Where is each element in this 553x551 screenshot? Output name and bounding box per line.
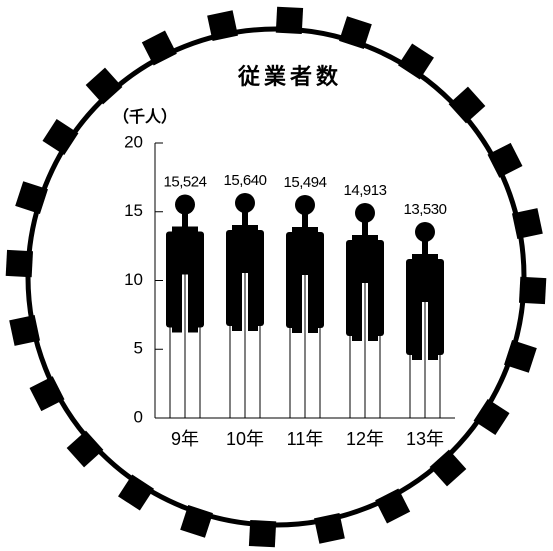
person-head [355, 202, 375, 223]
gear-tooth [118, 474, 155, 511]
value-label: 14,913 [344, 182, 387, 199]
gear-tooth [42, 119, 79, 156]
gear-tooth [141, 30, 177, 66]
gear-tooth [339, 16, 372, 49]
person-neck [302, 212, 308, 229]
value-label: 13,530 [404, 201, 447, 218]
gear-tooth [85, 67, 123, 105]
gear-tooth [504, 340, 537, 373]
value-label: 15,494 [284, 174, 327, 191]
gear-tooth [180, 505, 213, 538]
gear-frame [5, 6, 547, 548]
person-body [352, 234, 378, 341]
value-label: 15,524 [164, 174, 207, 191]
person-figure [226, 192, 264, 418]
y-tick-label: 20 [124, 132, 143, 151]
x-tick-label: 11年 [287, 429, 324, 449]
gear-tooth [511, 208, 543, 239]
person-figure [406, 221, 444, 418]
person-head [415, 221, 435, 242]
y-tick-label: 5 [134, 339, 143, 358]
x-tick-label: 12年 [346, 429, 384, 449]
chart-title: 従業者数 [237, 64, 342, 89]
gear-tooth [248, 519, 277, 548]
y-tick-label: 0 [134, 407, 143, 426]
y-tick-label: 10 [124, 270, 143, 289]
gear-tooth [473, 398, 510, 435]
gear-tooth [448, 86, 486, 124]
person-neck [242, 210, 248, 227]
gear-tooth [397, 43, 434, 80]
gear-tooth [207, 10, 238, 42]
person-neck [362, 220, 368, 237]
gear-tooth [518, 276, 547, 305]
gear-tooth [9, 315, 41, 346]
person-body [292, 226, 318, 333]
person-head [235, 192, 255, 213]
person-head [175, 194, 195, 215]
person-body [172, 226, 198, 333]
gear-tooth [429, 449, 467, 487]
gear-tooth [375, 488, 411, 524]
x-tick-label: 10年 [226, 429, 264, 449]
gear-tooth [15, 181, 48, 214]
y-axis-label: （千人） [113, 108, 177, 126]
gear-tooth [314, 512, 345, 544]
person-head [295, 194, 315, 215]
person-figure [346, 202, 384, 418]
y-tick-label: 15 [124, 201, 143, 220]
gear-tooth [275, 6, 304, 35]
person-neck [182, 212, 188, 229]
person-body [412, 253, 438, 360]
person-figure [166, 194, 204, 418]
x-tick-label: 9年 [171, 429, 199, 449]
gear-tooth [66, 430, 104, 468]
person-figure [286, 194, 324, 418]
gear-tooth [5, 249, 34, 278]
person-neck [422, 239, 428, 256]
person-body [232, 224, 258, 331]
gear-tooth [487, 142, 523, 178]
x-tick-label: 13年 [406, 429, 444, 449]
value-label: 15,640 [224, 172, 267, 189]
gear-tooth [29, 376, 65, 412]
